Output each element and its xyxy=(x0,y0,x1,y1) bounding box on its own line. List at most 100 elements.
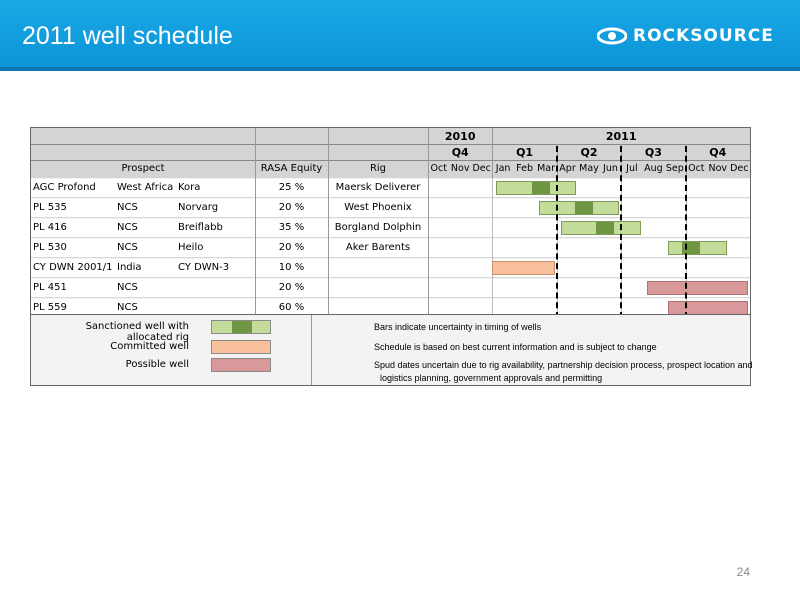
month-header: Mar xyxy=(537,163,556,174)
month-header: Jul xyxy=(626,163,638,174)
area-name: NCS xyxy=(117,282,138,293)
area-name: NCS xyxy=(117,302,138,313)
legend-committed-swatch xyxy=(211,340,271,354)
year-2011: 2011 xyxy=(605,130,637,143)
quarter-header: Q3 xyxy=(644,146,662,159)
legend-possible-label: Possible well xyxy=(125,359,189,370)
header-divider xyxy=(31,160,428,161)
quarter-header: Q2 xyxy=(580,146,598,159)
schedule-bar-sanctioned xyxy=(496,181,577,195)
well-name: CY DWN-3 xyxy=(178,262,230,273)
header-divider xyxy=(0,67,800,71)
column-header-rig: Rig xyxy=(369,163,387,174)
legend-divider xyxy=(311,315,312,385)
table-row xyxy=(31,279,750,297)
rig-allocation-segment xyxy=(531,182,550,194)
quarter-marker-dashed xyxy=(620,146,623,318)
month-header: Nov xyxy=(450,163,470,174)
area-name: NCS xyxy=(117,202,138,213)
legend-panel: Sanctioned well with allocated rig Commi… xyxy=(30,314,753,386)
well-schedule-table: 2010 2011 Q4 Q1 Q2 Q3 Q4 Oct Nov Dec Jan Feb Mar Apr M… xyxy=(30,127,751,318)
rasa-equity: 20 % xyxy=(278,282,305,293)
row-divider xyxy=(31,197,750,198)
area-name: NCS xyxy=(117,222,138,233)
month-header: Sep xyxy=(665,163,684,174)
row-divider xyxy=(31,277,750,278)
column-divider xyxy=(328,178,329,318)
column-divider xyxy=(428,178,429,318)
row-divider xyxy=(31,297,750,298)
rasa-equity: 35 % xyxy=(278,222,305,233)
rasa-equity: 20 % xyxy=(278,242,305,253)
year-2010: 2010 xyxy=(444,130,476,143)
legend-sanctioned-label: Sanctioned well with allocated rig xyxy=(85,321,189,343)
year-divider xyxy=(492,128,494,144)
header-bar: 2011 well schedule ROCKSOURCE xyxy=(0,0,800,67)
brand-name: ROCKSOURCE xyxy=(633,26,774,46)
brand-mark-icon xyxy=(597,27,627,45)
month-header: Jun xyxy=(603,163,618,174)
schedule-bar-possible xyxy=(646,281,748,295)
schedule-bar-committed xyxy=(492,261,555,275)
page-title: 2011 well schedule xyxy=(22,22,233,50)
quarter-header: Q4 xyxy=(709,146,727,159)
header-divider xyxy=(31,144,750,145)
month-header: Apr xyxy=(559,163,576,174)
quarter-marker-dashed xyxy=(684,146,687,318)
well-name: Breiflabb xyxy=(178,222,223,233)
prospect-name: CY DWN 2001/1 xyxy=(33,262,113,273)
schedule-bar-sanctioned xyxy=(560,221,641,235)
row-divider xyxy=(31,217,750,218)
legend-note: Spud dates uncertain due to rig availabi… xyxy=(374,360,753,370)
row-divider xyxy=(31,257,750,258)
rasa-equity: 20 % xyxy=(278,202,305,213)
schedule-bar-sanctioned xyxy=(668,241,727,255)
table-row xyxy=(31,239,750,257)
column-divider xyxy=(255,178,256,318)
legend-possible-swatch xyxy=(211,358,271,372)
quarter-header: Q4 xyxy=(451,146,469,159)
quarter-marker-dashed xyxy=(555,146,558,318)
legend-committed-label: Committed well xyxy=(110,341,189,352)
prospect-name: PL 451 xyxy=(33,282,67,293)
schedule-bar-possible xyxy=(668,301,748,315)
row-divider xyxy=(31,237,750,238)
table-header-bg xyxy=(31,128,750,178)
table-row xyxy=(31,299,750,317)
column-header-prospect: Prospect xyxy=(121,163,165,174)
quarter-divider xyxy=(492,178,494,318)
prospect-name: PL 416 xyxy=(33,222,67,233)
legend-sanctioned-swatch xyxy=(211,320,271,334)
prospect-name: PL 559 xyxy=(33,302,67,313)
rocksource-logo: ROCKSOURCE xyxy=(597,24,774,48)
month-header: Dec xyxy=(472,163,491,174)
rasa-equity: 10 % xyxy=(278,262,305,273)
rasa-equity: 60 % xyxy=(278,302,305,313)
well-name: Norvarg xyxy=(178,202,219,213)
prospect-name: PL 530 xyxy=(33,242,67,253)
month-header: Nov xyxy=(708,163,728,174)
prospect-name: PL 535 xyxy=(33,202,67,213)
rig-name: West Phoenix xyxy=(344,202,412,213)
area-name: NCS xyxy=(117,242,138,253)
month-header: Oct xyxy=(430,163,447,174)
quarter-header: Q1 xyxy=(516,146,534,159)
month-header: Oct xyxy=(688,163,705,174)
rig-name: Borgland Dolphin xyxy=(334,222,422,233)
prospect-name: AGC Profond xyxy=(33,182,96,193)
rig-allocation-segment xyxy=(574,202,593,214)
rig-name: Maersk Deliverer xyxy=(335,182,421,193)
rig-name: Aker Barents xyxy=(345,242,411,253)
legend-note: logistics planning, government approvals… xyxy=(380,373,603,383)
rig-allocation-segment xyxy=(596,222,615,234)
header-divider xyxy=(428,160,750,161)
area-name: West Africa xyxy=(117,182,174,193)
legend-note: Bars indicate uncertainty in timing of w… xyxy=(374,322,542,332)
month-header: Aug xyxy=(644,163,663,174)
area-name: India xyxy=(117,262,142,273)
schedule-bar-sanctioned xyxy=(539,201,620,215)
table-row xyxy=(31,259,750,277)
month-header: Dec xyxy=(730,163,749,174)
well-name: Heilo xyxy=(178,242,204,253)
month-header: Feb xyxy=(516,163,533,174)
